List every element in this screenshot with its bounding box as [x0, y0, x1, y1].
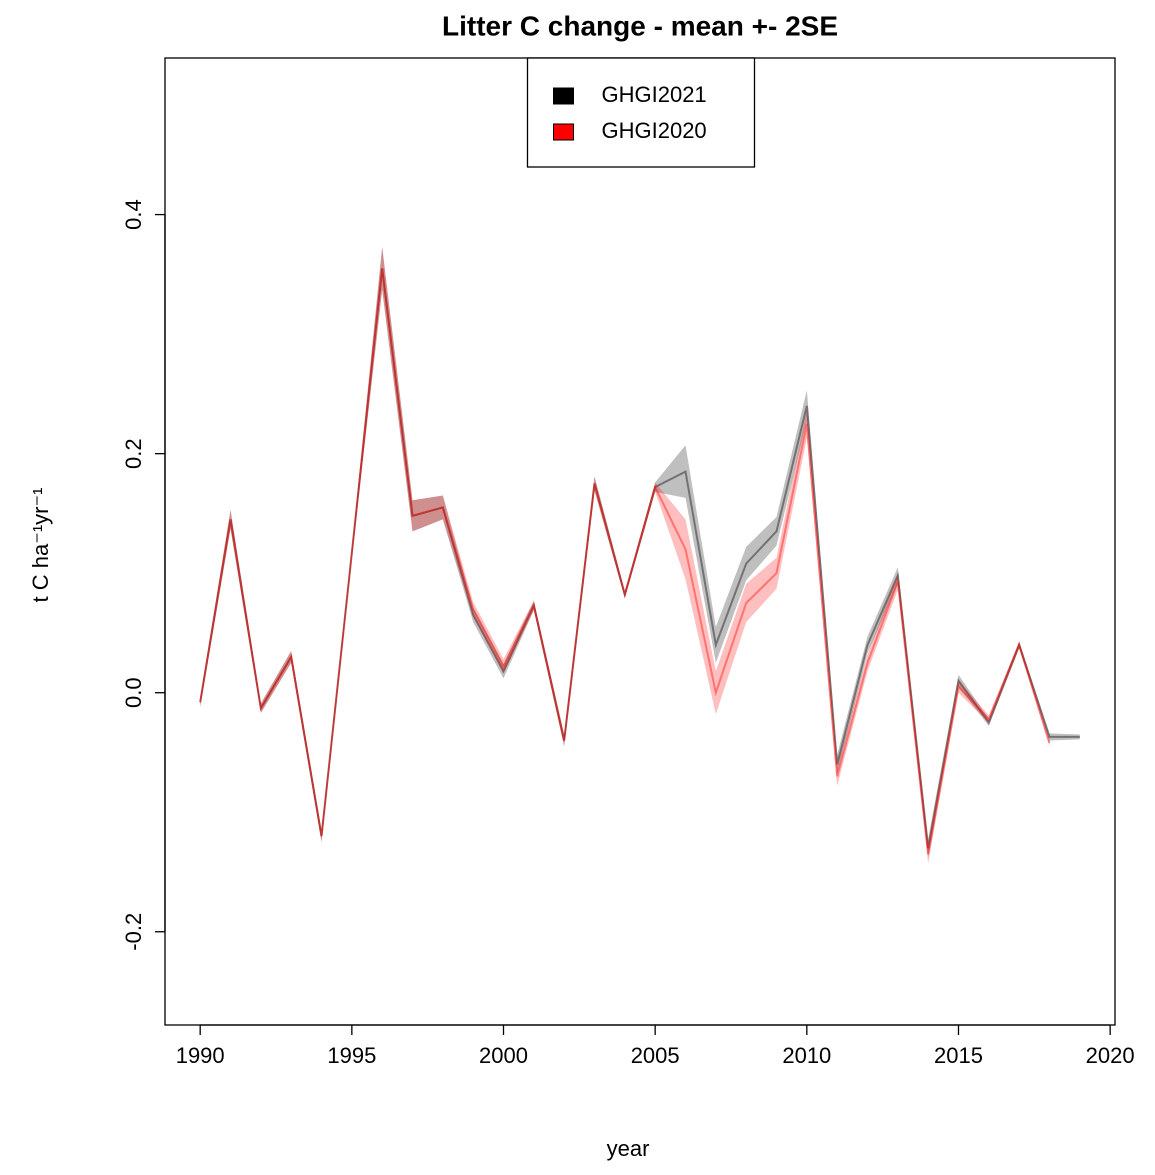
y-axis-label: t C ha⁻¹yr⁻¹ [28, 488, 53, 603]
x-tick-label: 2020 [1086, 1043, 1135, 1068]
y-tick-label: -0.2 [121, 913, 146, 951]
series-line [199, 268, 1080, 849]
x-tick-label: 2010 [782, 1043, 831, 1068]
y-tick-label: 0.2 [121, 438, 146, 469]
series-line [199, 268, 1051, 855]
y-tick-label: 0.0 [121, 677, 146, 708]
chart-title: Litter C change - mean +- 2SE [442, 10, 838, 41]
x-tick-label: 2000 [479, 1043, 528, 1068]
y-tick-label: 0.4 [121, 199, 146, 230]
legend-swatch [553, 87, 574, 105]
legend-swatch [553, 123, 574, 141]
legend-label: GHGI2021 [602, 82, 707, 107]
x-tick-label: 2015 [934, 1043, 983, 1068]
legend-box [526, 57, 756, 168]
x-tick-label: 1995 [327, 1043, 376, 1068]
x-axis-label: year [607, 1136, 650, 1161]
legend-label: GHGI2020 [602, 118, 707, 143]
marks [199, 246, 1080, 864]
error-band [200, 246, 1080, 858]
x-tick-label: 2005 [631, 1043, 680, 1068]
x-tick-label: 1990 [176, 1043, 225, 1068]
